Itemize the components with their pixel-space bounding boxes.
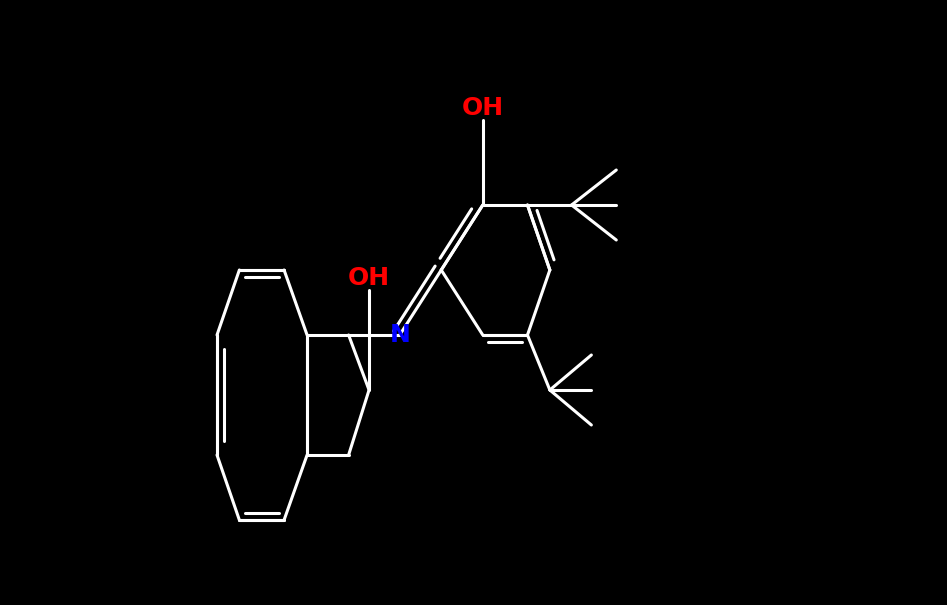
Text: N: N <box>389 323 410 347</box>
Text: OH: OH <box>348 266 390 290</box>
Text: OH: OH <box>462 96 504 120</box>
